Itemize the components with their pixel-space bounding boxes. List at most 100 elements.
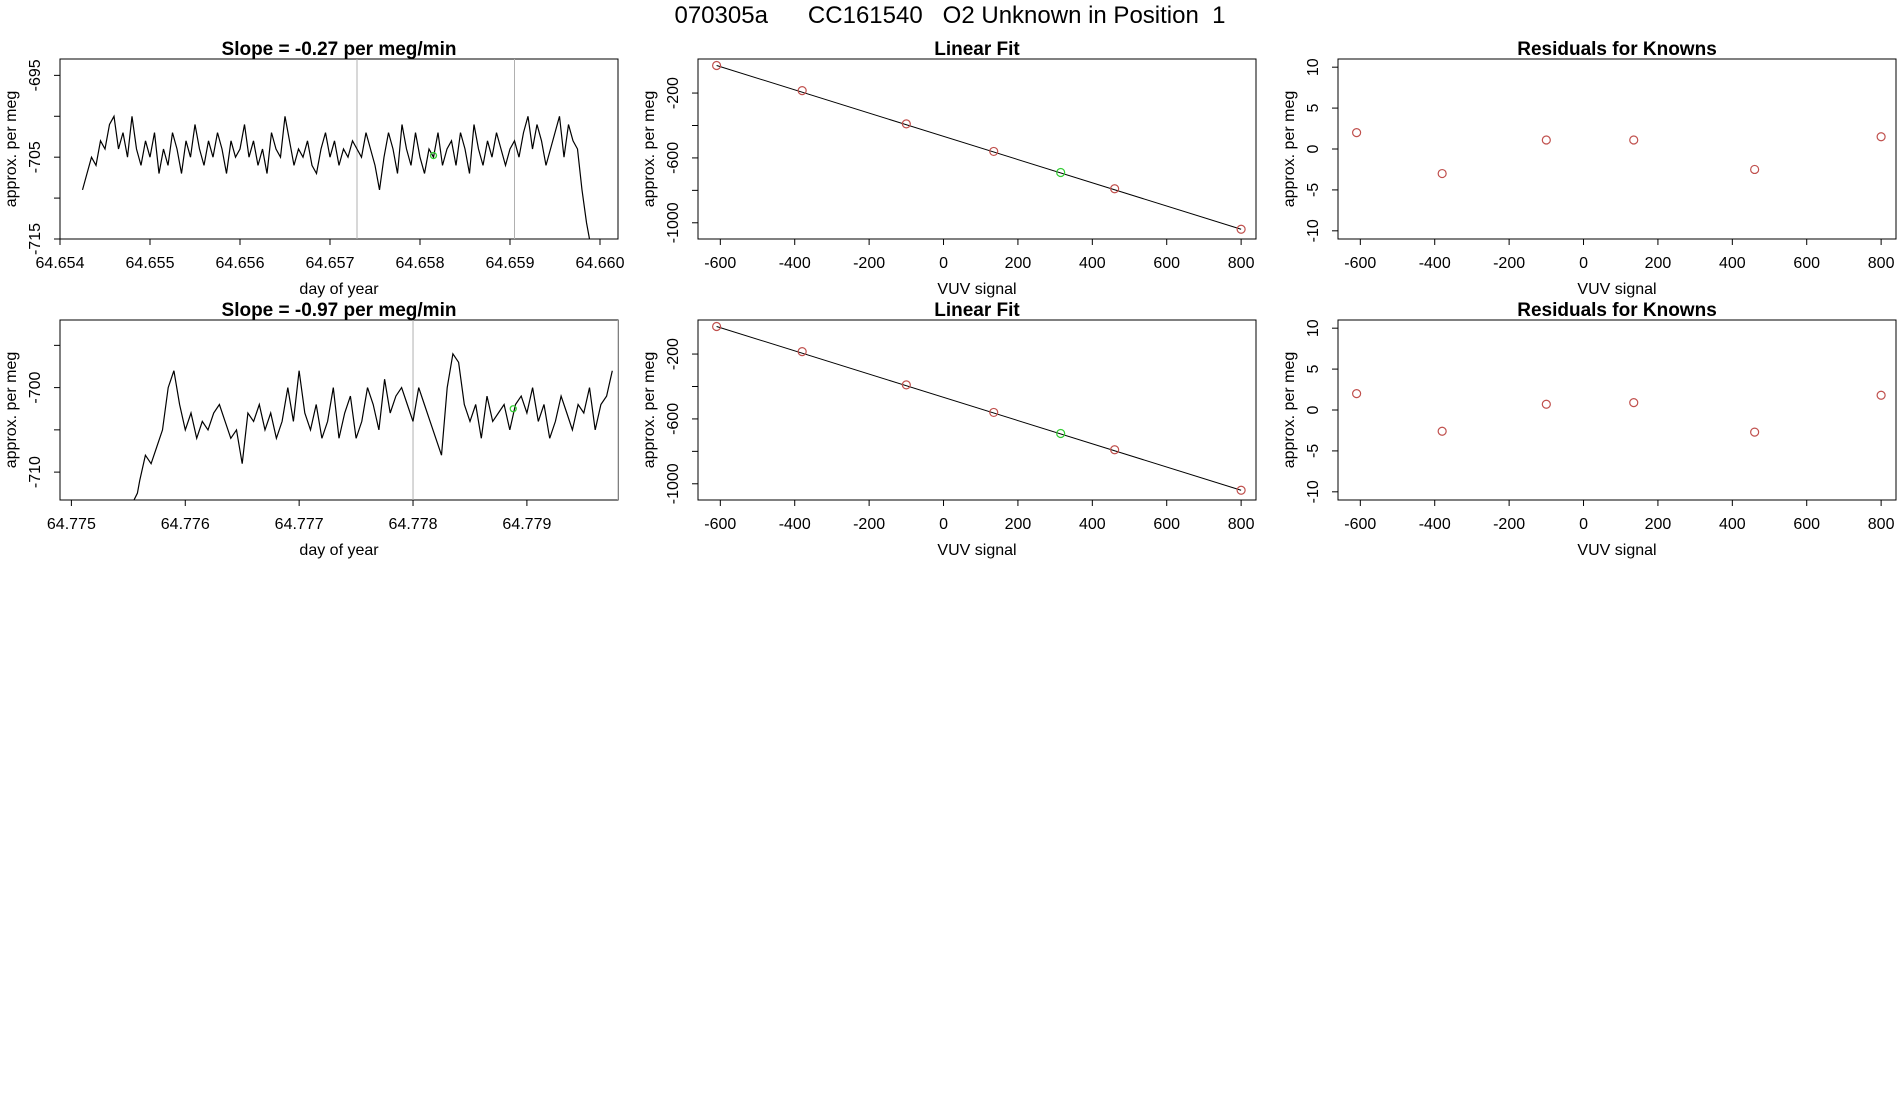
known-point	[901, 119, 911, 129]
y-tick-label: -10	[1305, 219, 1322, 242]
y-tick-label: -715	[27, 223, 44, 255]
x-tick-label: -400	[779, 255, 811, 272]
known-point	[989, 407, 999, 418]
x-tick-label: -400	[779, 516, 811, 533]
plot-frame	[59, 319, 619, 501]
y-tick-label: -600	[665, 142, 682, 174]
known-point	[797, 86, 807, 96]
known-point	[1541, 399, 1551, 409]
x-axis-label: day of year	[299, 281, 379, 298]
y-axis-label: approx. per meg	[3, 352, 20, 469]
fit-line	[716, 326, 1242, 491]
y-tick-label: -200	[665, 77, 682, 109]
known-point	[1110, 445, 1120, 455]
y-tick-label: -1000	[665, 463, 682, 504]
x-tick-label: 600	[1793, 516, 1820, 533]
x-tick-label: 800	[1868, 255, 1895, 272]
panel-fit2: Linear Fit VUV signal approx. per meg -600 -…	[641, 300, 1257, 559]
x-tick-label: 64.659	[486, 255, 535, 272]
plot-frame	[697, 319, 1257, 501]
x-tick-label: 64.658	[396, 255, 445, 272]
x-tick-label: 0	[939, 255, 948, 272]
x-tick-label: -200	[853, 255, 885, 272]
x-tick-label: -600	[1344, 516, 1376, 533]
x-tick-label: 64.779	[502, 516, 551, 533]
x-tick-label: 200	[1645, 255, 1672, 272]
known-point	[1236, 224, 1246, 234]
y-tick-label: -695	[27, 59, 44, 91]
x-tick-label: 0	[1579, 255, 1588, 272]
x-tick-label: 64.777	[275, 516, 324, 533]
x-tick-label: 200	[1645, 516, 1672, 533]
unknown-marker	[429, 151, 438, 160]
series-line	[81, 114, 591, 239]
x-tick-label: 400	[1079, 255, 1106, 272]
known-point	[901, 380, 911, 390]
plot-frame	[1337, 58, 1897, 240]
known-point	[989, 146, 999, 157]
panel-res1: Residuals for Knowns VUV signal approx. pe…	[1281, 39, 1897, 298]
x-axis-label: day of year	[299, 542, 379, 559]
y-tick-label: 5	[1305, 365, 1322, 374]
x-axis-label: VUV signal	[937, 281, 1016, 298]
plot-area	[133, 320, 618, 500]
known-point	[711, 60, 722, 71]
known-point	[1541, 135, 1551, 145]
fit-line	[716, 65, 1242, 230]
known-point	[1876, 132, 1886, 142]
x-tick-label: -400	[1419, 255, 1451, 272]
x-axis-label: VUV signal	[1577, 281, 1656, 298]
x-tick-label: 400	[1719, 255, 1746, 272]
x-axis-label: VUV signal	[937, 542, 1016, 559]
x-tick-label: 0	[939, 516, 948, 533]
chart-title: Linear Fit	[934, 300, 1020, 321]
panel-ts2: Slope = -0.97 per meg/min day of year appr…	[3, 300, 619, 559]
panel-fit1: Linear Fit VUV signal approx. per meg -600 -…	[641, 39, 1257, 298]
plot-area	[1351, 128, 1886, 179]
known-point	[1236, 485, 1246, 495]
x-tick-label: -200	[1493, 255, 1525, 272]
known-point	[1750, 164, 1760, 175]
chart-title: Residuals for Knowns	[1517, 39, 1717, 60]
x-tick-label: 400	[1079, 516, 1106, 533]
x-tick-label: 64.656	[216, 255, 265, 272]
chart-title: Linear Fit	[934, 39, 1020, 60]
x-tick-label: 64.657	[306, 255, 355, 272]
x-tick-label: 64.655	[126, 255, 175, 272]
plot-frame	[59, 58, 619, 240]
panel-res2: Residuals for Knowns VUV signal approx. pe…	[1281, 300, 1897, 559]
x-tick-label: 600	[1153, 516, 1180, 533]
panel-ts1: Slope = -0.27 per meg/min day of year appr…	[3, 39, 625, 298]
x-tick-label: 64.654	[36, 255, 85, 272]
x-tick-label: 400	[1719, 516, 1746, 533]
known-point	[1437, 168, 1447, 179]
plot-frame	[1337, 319, 1897, 501]
known-point	[797, 347, 807, 357]
y-tick-label: -710	[27, 456, 44, 488]
y-tick-label: -5	[1305, 444, 1322, 458]
x-tick-label: 200	[1005, 516, 1032, 533]
y-axis-label: approx. per meg	[3, 91, 20, 208]
y-tick-label: -600	[665, 403, 682, 435]
x-tick-label: 800	[1228, 255, 1255, 272]
y-tick-label: 0	[1305, 405, 1322, 414]
y-tick-label: -700	[27, 371, 44, 403]
x-tick-label: -600	[704, 255, 736, 272]
plot-area	[1351, 389, 1886, 437]
y-tick-label: -705	[27, 141, 44, 173]
y-tick-label: -10	[1305, 480, 1322, 503]
x-tick-label: -600	[1344, 255, 1376, 272]
chart-title: Residuals for Knowns	[1517, 300, 1717, 321]
x-axis-label: VUV signal	[1577, 542, 1656, 559]
y-axis-label: approx. per meg	[641, 352, 658, 469]
plot-area	[81, 59, 591, 239]
known-point	[1876, 390, 1886, 400]
x-tick-label: 64.660	[576, 255, 625, 272]
page-title: 070305a CC161540 O2 Unknown in Position …	[674, 2, 1226, 29]
chart-title: Slope = -0.97 per meg/min	[222, 300, 457, 321]
plot-area	[711, 60, 1246, 234]
x-tick-label: -600	[704, 516, 736, 533]
y-tick-label: -1000	[665, 202, 682, 243]
y-tick-label: 10	[1305, 319, 1322, 337]
unknown-point	[1056, 167, 1066, 178]
